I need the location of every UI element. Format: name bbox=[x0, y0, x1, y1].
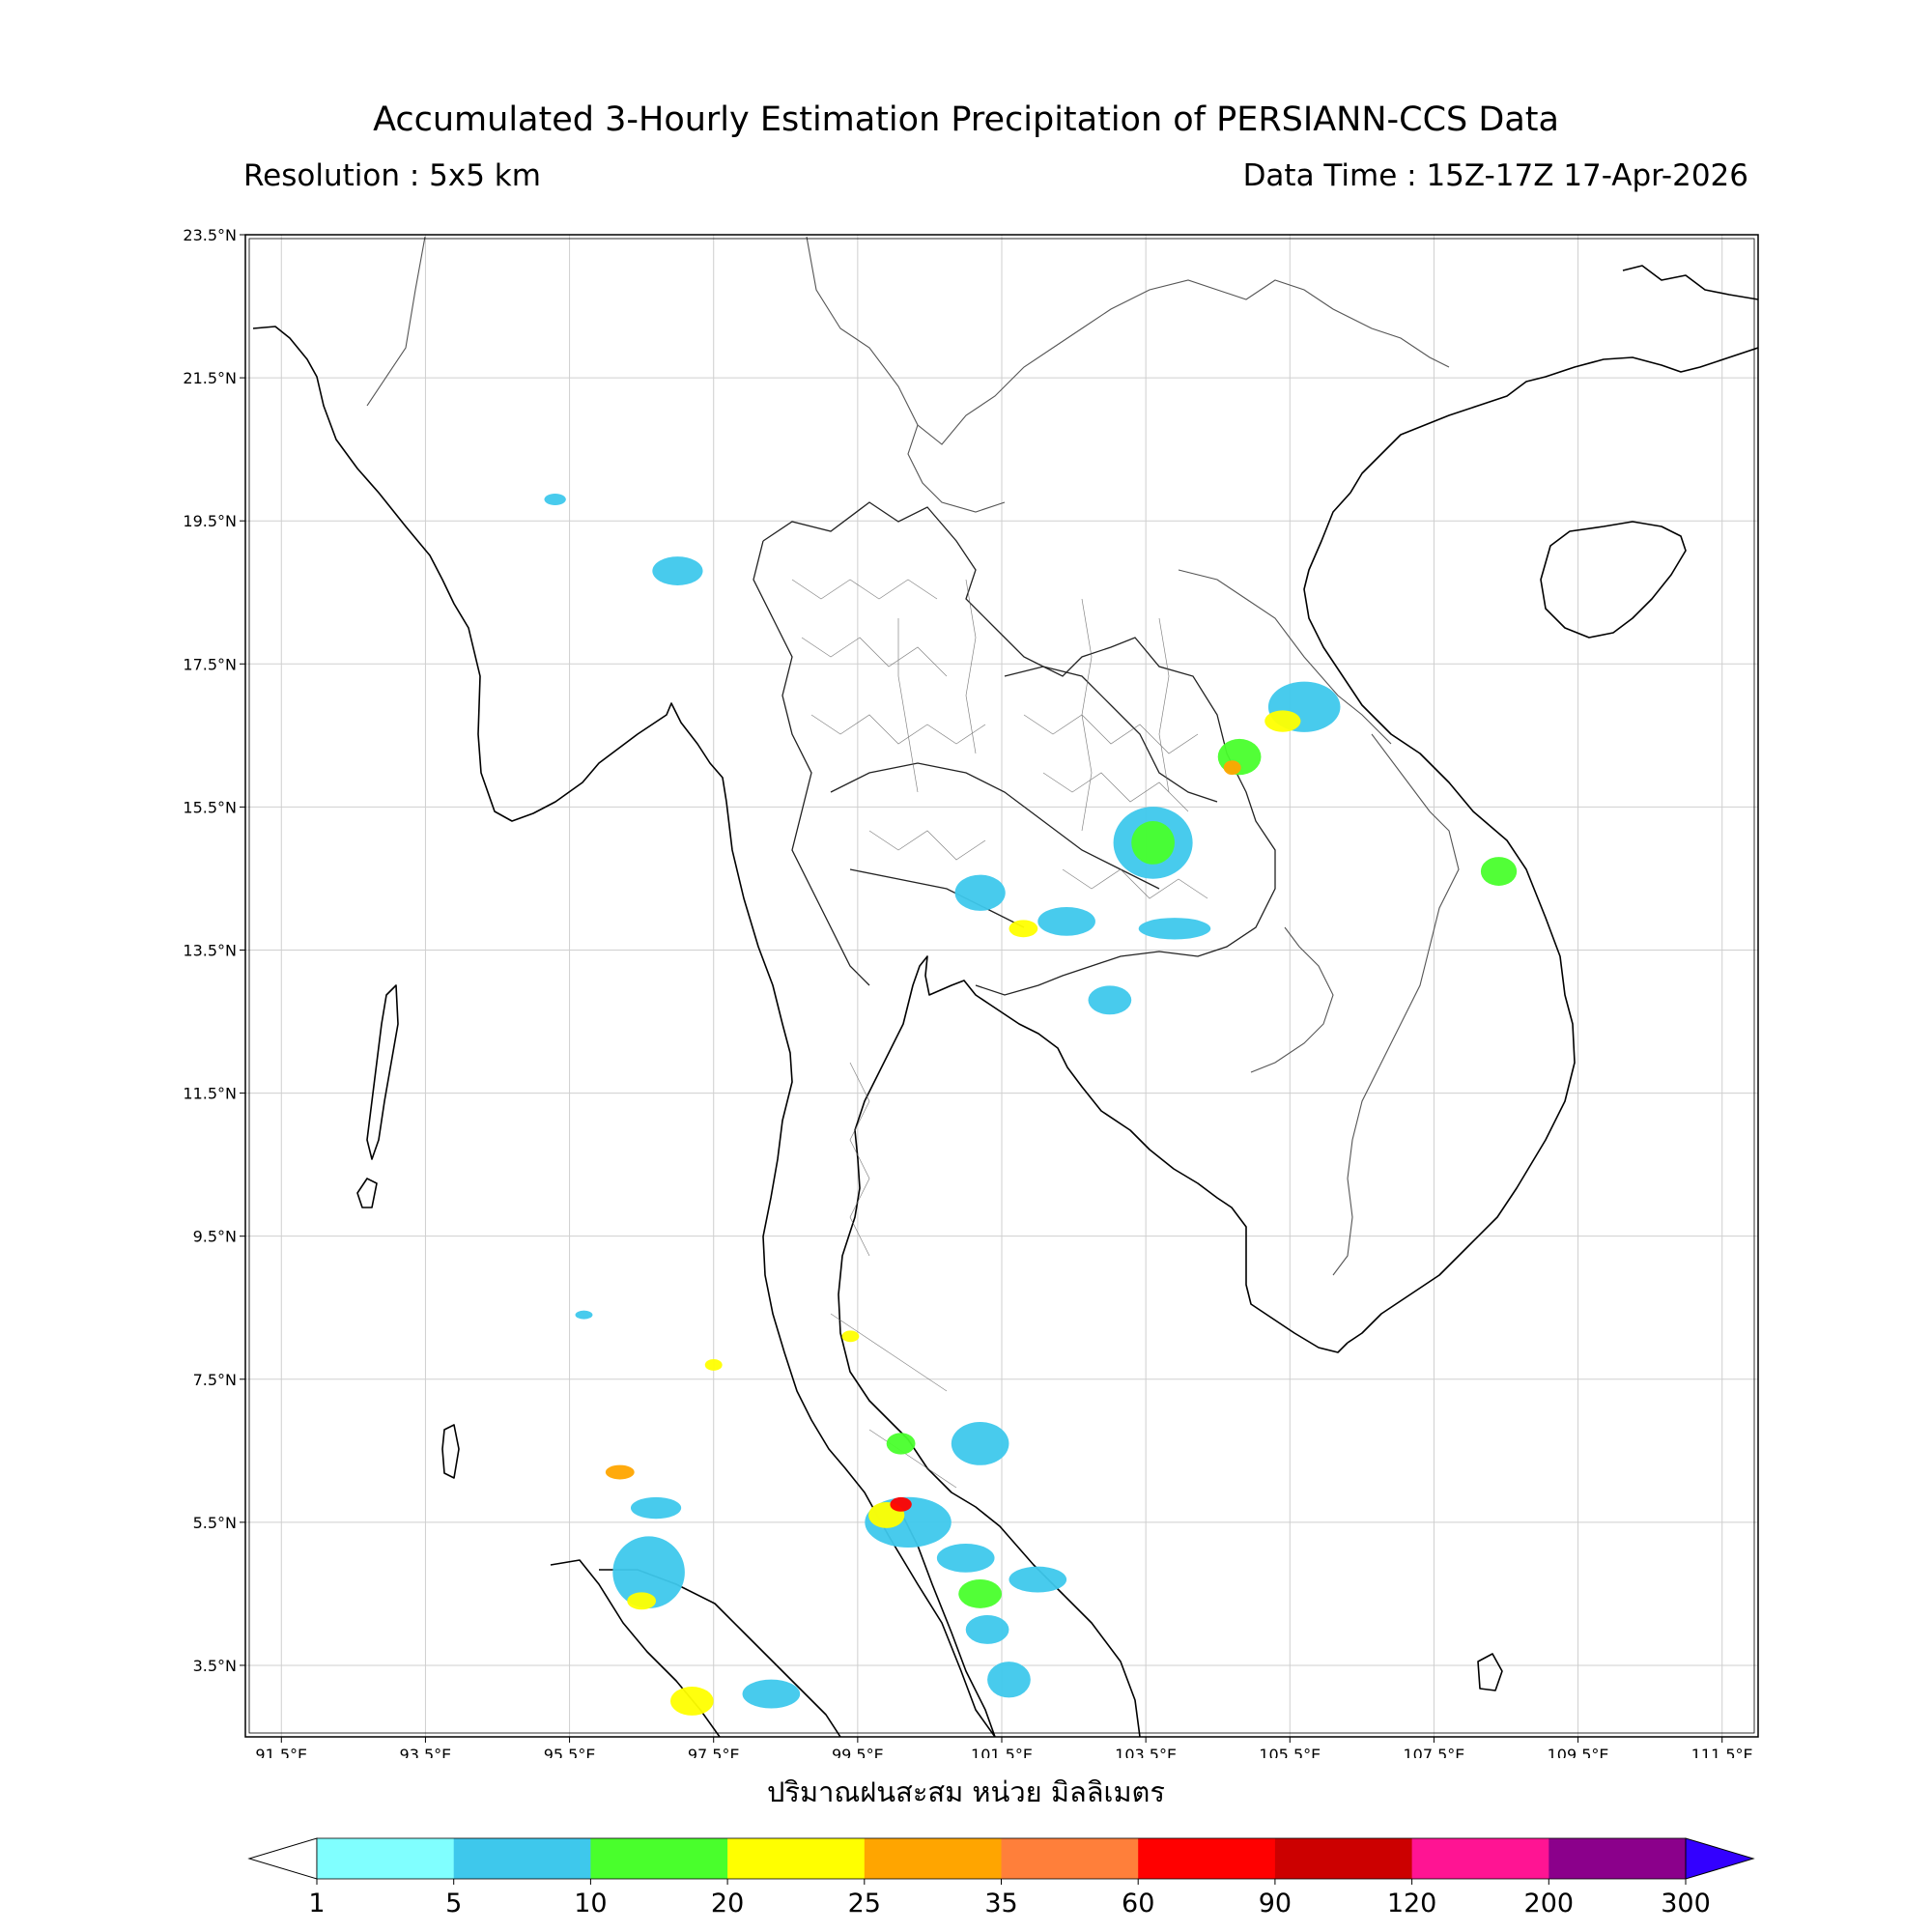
lon-tick-label: 99.5°E bbox=[832, 1746, 884, 1758]
colorbar-label: 120 bbox=[1387, 1889, 1437, 1918]
rain-cell bbox=[1131, 821, 1175, 865]
lon-tick-label: 105.5°E bbox=[1259, 1746, 1321, 1758]
andaman-islands bbox=[366, 984, 399, 1160]
colorbar-label: 10 bbox=[574, 1889, 607, 1918]
colorbar-segment bbox=[1548, 1838, 1687, 1879]
colorbar-segment bbox=[317, 1838, 455, 1879]
rain-cell bbox=[1223, 760, 1241, 776]
rain-cell bbox=[954, 874, 1006, 911]
andaman-coast bbox=[725, 801, 996, 1737]
rain-cell bbox=[1009, 1566, 1067, 1593]
rain-cell bbox=[1088, 985, 1132, 1015]
rain-cell bbox=[1480, 857, 1518, 886]
vietnam-coast bbox=[1303, 347, 1758, 1344]
rain-cell bbox=[890, 1496, 912, 1512]
colorbar-over-arrow bbox=[1685, 1837, 1755, 1880]
resolution-label: Resolution : 5x5 km bbox=[243, 158, 541, 193]
rain-cell bbox=[1264, 710, 1301, 732]
lat-tick-label: 5.5°N bbox=[193, 1514, 237, 1532]
country-borders bbox=[366, 236, 1460, 1276]
latitude-labels: 23.5°N 21.5°N 19.5°N 17.5°N 15.5°N 13.5°N 11.5… bbox=[183, 226, 245, 1675]
colorbar-segment bbox=[1274, 1838, 1413, 1879]
colorbar-label: 90 bbox=[1259, 1889, 1292, 1918]
rain-cell bbox=[951, 1422, 1009, 1465]
lon-tick-label: 93.5°E bbox=[400, 1746, 452, 1758]
lon-tick-label: 101.5°E bbox=[971, 1746, 1033, 1758]
colorbar-label: 300 bbox=[1661, 1889, 1711, 1918]
rain-cell bbox=[742, 1679, 801, 1709]
colorbar-label: 60 bbox=[1122, 1889, 1154, 1918]
colorbar-segment bbox=[590, 1838, 728, 1879]
lat-tick-label: 17.5°N bbox=[183, 655, 237, 673]
rain-cell bbox=[669, 1687, 714, 1716]
colorbar-under-arrow bbox=[247, 1837, 318, 1880]
rain-cell bbox=[936, 1543, 995, 1573]
lat-tick-label: 23.5°N bbox=[183, 226, 237, 244]
rain-cell bbox=[958, 1578, 1002, 1608]
rain-cell bbox=[630, 1496, 682, 1520]
lat-tick-label: 9.5°N bbox=[193, 1228, 237, 1246]
rain-cell bbox=[605, 1464, 635, 1480]
x-axis-label: ปริมาณฝนสะสม หน่วย มิลลิเมตร bbox=[767, 1776, 1165, 1808]
map-frame-inner bbox=[248, 238, 1755, 1734]
colorbar-segment bbox=[727, 1838, 866, 1879]
rain-cell bbox=[544, 494, 566, 505]
colorbar-label: 35 bbox=[984, 1889, 1017, 1918]
colorbar-segment bbox=[453, 1838, 591, 1879]
rain-cell bbox=[1009, 920, 1038, 938]
lon-tick-label: 107.5°E bbox=[1403, 1746, 1464, 1758]
rain-cell bbox=[886, 1433, 916, 1455]
lat-tick-label: 7.5°N bbox=[193, 1371, 237, 1389]
rain-cell bbox=[704, 1358, 723, 1371]
precipitation-map[interactable]: 23.5°N 21.5°N 19.5°N 17.5°N 15.5°N 13.5°N 11.5… bbox=[0, 0, 1932, 1758]
lat-tick-label: 11.5°N bbox=[183, 1085, 237, 1103]
rain-cell bbox=[965, 1615, 1009, 1644]
rain-cell bbox=[841, 1330, 860, 1343]
china-coast bbox=[1622, 265, 1758, 300]
colorbar-segment bbox=[1411, 1838, 1549, 1879]
myanmar-coast bbox=[252, 326, 727, 822]
colorbar-label: 25 bbox=[848, 1889, 881, 1918]
lon-tick-label: 111.5°E bbox=[1691, 1746, 1753, 1758]
precipitation-cells bbox=[544, 494, 1518, 1716]
rain-cell bbox=[612, 1536, 685, 1608]
colorbar-label: 200 bbox=[1524, 1889, 1575, 1918]
longitude-labels: 91.5°E 93.5°E 95.5°E 97.5°E 99.5°E 101.5°E 103… bbox=[255, 1737, 1753, 1758]
rain-cell bbox=[627, 1592, 657, 1610]
thailand-provinces bbox=[753, 501, 1276, 996]
grid-lines bbox=[245, 235, 1758, 1737]
rain-cell bbox=[987, 1662, 1031, 1698]
nicobar-island bbox=[356, 1178, 378, 1208]
lon-tick-label: 109.5°E bbox=[1548, 1746, 1609, 1758]
rain-cell bbox=[1138, 918, 1211, 940]
colorbar-label: 20 bbox=[711, 1889, 744, 1918]
nicobar-island-2 bbox=[441, 1424, 460, 1479]
colorbar-segments bbox=[247, 1837, 1755, 1880]
lat-tick-label: 3.5°N bbox=[193, 1657, 237, 1675]
thailand-districts bbox=[791, 579, 1208, 1489]
colorbar-label: 5 bbox=[445, 1889, 462, 1918]
colorbar-label: 1 bbox=[308, 1889, 325, 1918]
gulf-coast bbox=[838, 955, 1349, 1737]
colorbar-segment bbox=[864, 1838, 1002, 1879]
borneo-island bbox=[1477, 1653, 1503, 1691]
colorbar-segment bbox=[1001, 1838, 1139, 1879]
lat-tick-label: 15.5°N bbox=[183, 798, 237, 816]
hainan-island bbox=[1540, 521, 1687, 639]
lon-tick-label: 97.5°E bbox=[688, 1746, 740, 1758]
colorbar-segment bbox=[1138, 1838, 1276, 1879]
lat-tick-label: 13.5°N bbox=[183, 941, 237, 959]
page-title: Accumulated 3-Hourly Estimation Precipit… bbox=[373, 100, 1559, 139]
rain-cell bbox=[575, 1310, 593, 1320]
lon-tick-label: 95.5°E bbox=[544, 1746, 596, 1758]
lat-tick-label: 21.5°N bbox=[183, 369, 237, 387]
rain-cell bbox=[652, 556, 703, 585]
lon-tick-label: 103.5°E bbox=[1115, 1746, 1177, 1758]
rain-cell bbox=[1037, 906, 1095, 936]
lat-tick-label: 19.5°N bbox=[183, 512, 237, 530]
data-time-label: Data Time : 15Z-17Z 17-Apr-2026 bbox=[1242, 158, 1748, 193]
colorbar-labels: 1 5 10 20 25 35 60 90 120 200 300 bbox=[308, 1879, 1711, 1918]
colorbar-outline bbox=[316, 1837, 1687, 1880]
lon-tick-label: 91.5°E bbox=[255, 1746, 307, 1758]
